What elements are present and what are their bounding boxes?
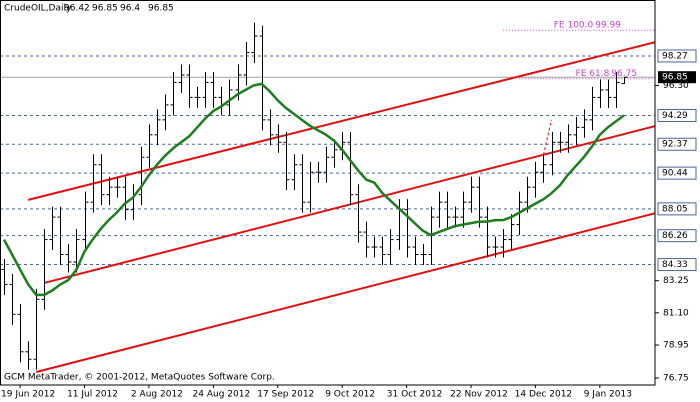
header-high: 96.85: [92, 4, 118, 14]
price-label: 96.85: [662, 73, 688, 83]
chart-title: CrudeOIL,Daily: [4, 4, 72, 14]
fibo-value: 96.75: [611, 69, 637, 79]
level-label: 84.33: [662, 260, 688, 270]
header-open: 96.42: [64, 4, 90, 14]
level-box: [657, 137, 697, 151]
trendline: [27, 41, 655, 201]
level-box: [657, 258, 697, 272]
x-tick-label: 17 Sep 2012: [257, 390, 314, 400]
x-tick-label: 9 Jan 2013: [584, 390, 632, 400]
level-label: 88.05: [662, 204, 688, 214]
fibo-value: 99.99: [595, 21, 621, 31]
level-label: 98.27: [662, 51, 688, 61]
moving-average: [2, 82, 625, 297]
header-low: 96.4: [120, 4, 140, 14]
axes: 76.75 78.95 81.10 83.25 96.30 98.27 94.29 92.37…: [1, 49, 697, 400]
x-tick-label: 22 Nov 2012: [450, 390, 508, 400]
fibo-label: FE 100.0: [554, 21, 594, 31]
level-label: 94.29: [662, 111, 688, 121]
level-box: [657, 49, 697, 63]
level-box: [657, 166, 697, 180]
x-tick-label: 11 Jul 2012: [67, 390, 118, 400]
trendline: [542, 119, 553, 155]
footer: GCM MetaTrader, © 2001-2012, MetaQuotes …: [4, 373, 275, 383]
x-tick-label: 24 Aug 2012: [193, 390, 251, 400]
level-box: [657, 229, 697, 243]
x-tick-label: 31 Oct 2012: [387, 390, 443, 400]
y-tick-label: 76.75: [663, 373, 689, 383]
y-tick-label: 78.95: [663, 341, 689, 351]
x-tick-label: 14 Dec 2012: [515, 390, 573, 400]
y-tick-label: 83.25: [663, 276, 689, 286]
price-box: [658, 71, 696, 84]
header-close: 96.85: [148, 4, 174, 14]
level-label: 90.44: [662, 169, 688, 179]
plot-area: [0, 22, 655, 373]
x-tick-label: 9 Oct 2012: [325, 390, 375, 400]
level-box: [657, 202, 697, 216]
trendline: [35, 212, 655, 373]
level-label: 92.37: [662, 140, 688, 150]
y-tick-label: 81.10: [663, 308, 689, 318]
level-box: [657, 109, 697, 123]
fibo-label: FE 61.8: [576, 69, 610, 79]
y-tick-label: 96.30: [663, 81, 689, 91]
x-tick-label: 2 Aug 2012: [131, 390, 183, 400]
plot-border: [0, 0, 656, 386]
x-tick-label: 19 Jun 2012: [1, 390, 55, 400]
level-label: 86.26: [662, 231, 688, 241]
